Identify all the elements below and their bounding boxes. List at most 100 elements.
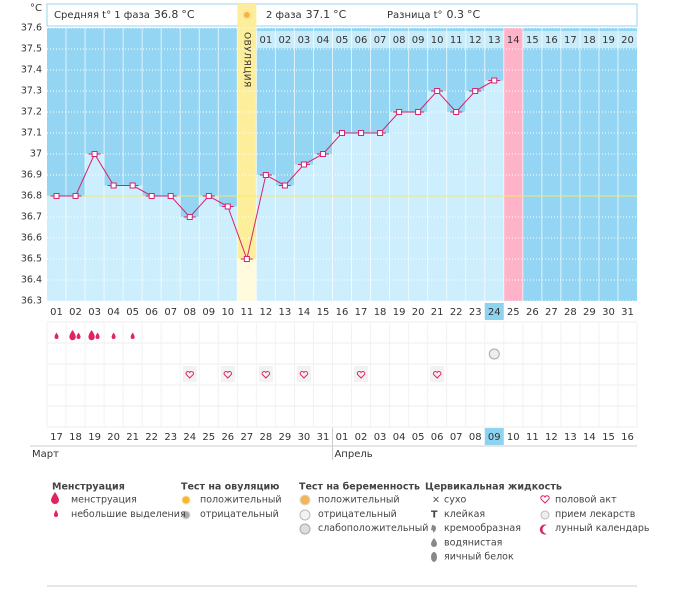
pregnancy-test-icon (488, 348, 500, 360)
menstruation-icon (69, 329, 76, 341)
temp-bar (389, 112, 409, 301)
icon-sticky: T (431, 510, 438, 521)
diff-label: Разница t° (387, 10, 443, 21)
y-tick-label: 36.3 (21, 296, 42, 307)
x-tick-label: 05 (126, 307, 139, 318)
phase2-value: 37.1 (306, 8, 331, 21)
temp-marker (205, 193, 212, 199)
legend-item: клейкая (444, 509, 485, 520)
temp-marker (129, 182, 136, 189)
temp-bar (66, 196, 86, 301)
heart-icon (185, 371, 194, 379)
legend-item: положительный (200, 495, 282, 506)
x-tick-label: 12 (260, 307, 273, 318)
legend-title: Тест на беременность (299, 482, 420, 493)
temp-bar (142, 196, 162, 301)
phase2-cell (256, 31, 276, 48)
phase2-label: 12 (469, 35, 482, 46)
heart-cell (182, 366, 197, 382)
legend-title: Цервикальная жидкость (425, 482, 562, 493)
diff-text: Разница t° 0.3 °C (387, 8, 481, 21)
icon-test (181, 510, 191, 520)
heart-icon (356, 371, 366, 379)
temp-marker (358, 130, 365, 136)
date-label: 06 (431, 432, 444, 443)
legend-item: отрицательный (318, 509, 397, 520)
y-tick-label: 36.7 (21, 212, 42, 223)
temp-bar (180, 217, 200, 301)
temp-marker (167, 193, 174, 199)
date-label: 04 (393, 432, 406, 443)
phase2-label: 06 (355, 35, 368, 46)
date-label: 03 (374, 432, 387, 443)
phase2-cell (617, 31, 637, 48)
x-tick-label: 19 (393, 307, 406, 318)
legend-icons: × T (51, 492, 550, 562)
menstruation-icon (130, 332, 135, 339)
phase2-cell (427, 31, 447, 48)
x-tick-label: 13 (279, 307, 292, 318)
x-tick-label: 18 (374, 307, 387, 318)
date-label: 17 (50, 432, 63, 443)
icon-test (299, 494, 311, 506)
menstruation-icon (76, 332, 81, 339)
icon-test (299, 509, 311, 521)
date-label: 26 (221, 432, 234, 443)
legend-item: прием лекарств (555, 509, 636, 520)
temp-bar (237, 259, 257, 301)
date-label: 10 (507, 432, 520, 443)
x-tick-label: 27 (545, 307, 558, 318)
legend-title: Менструация (52, 482, 125, 493)
phase2-label: 08 (393, 35, 406, 46)
phase2-cell (294, 31, 314, 48)
x-tick-label: 16 (336, 307, 349, 318)
x-tick-label: 29 (583, 307, 596, 318)
unit-label: °C (30, 3, 42, 14)
temp-bar (351, 133, 371, 301)
heart-icon (432, 371, 442, 379)
phase2-label: 19 (602, 35, 615, 46)
phase2-cell (465, 31, 485, 48)
legend-title: Тест на овуляцию (181, 482, 279, 493)
phase1-value: 36.8 (154, 8, 179, 21)
x-tick-label: 20 (412, 307, 425, 318)
phase2-label: 09 (412, 35, 425, 46)
phase2-label: 10 (431, 35, 444, 46)
temp-marker (415, 109, 422, 115)
temp-marker (148, 193, 155, 199)
x-tick-label: 02 (69, 307, 82, 318)
phase2-label: 07 (374, 35, 387, 46)
y-tick-label: 36.6 (21, 233, 42, 244)
temp-bar (85, 154, 105, 301)
temp-bar (484, 80, 504, 301)
month-label: Апрель (334, 449, 372, 460)
heart-icon (261, 371, 271, 379)
date-label: 31 (317, 432, 330, 443)
date-label: 24 (183, 432, 196, 443)
x-tick-label: 17 (355, 307, 368, 318)
x-tick-label: 10 (221, 307, 234, 318)
y-tick-label: 37.2 (21, 107, 42, 118)
heart-cell (220, 366, 235, 382)
sun-icon (241, 10, 252, 20)
today-bg (484, 303, 504, 320)
phase2-label: 05 (336, 35, 349, 46)
icon-pill (540, 510, 550, 520)
period-column (503, 28, 523, 301)
date-label: 23 (164, 432, 177, 443)
temp-bar (408, 112, 428, 301)
y-tick-label: 37.4 (21, 65, 42, 76)
date-label: 19 (88, 432, 101, 443)
icon-water (431, 538, 437, 547)
heart-icon (299, 371, 309, 379)
phase2-label: 18 (583, 35, 596, 46)
date-label: 21 (126, 432, 139, 443)
icon-dry: × (432, 495, 440, 506)
ovulation-label: ОВУЛЯЦИЯ (241, 32, 251, 88)
temp-marker (319, 151, 326, 157)
menstruation-icon (95, 332, 100, 339)
legend-item: слабоположительный (318, 523, 428, 534)
y-tick-label: 36.9 (21, 170, 42, 181)
date-label: 20 (107, 432, 120, 443)
phase2-label: 17 (564, 35, 577, 46)
